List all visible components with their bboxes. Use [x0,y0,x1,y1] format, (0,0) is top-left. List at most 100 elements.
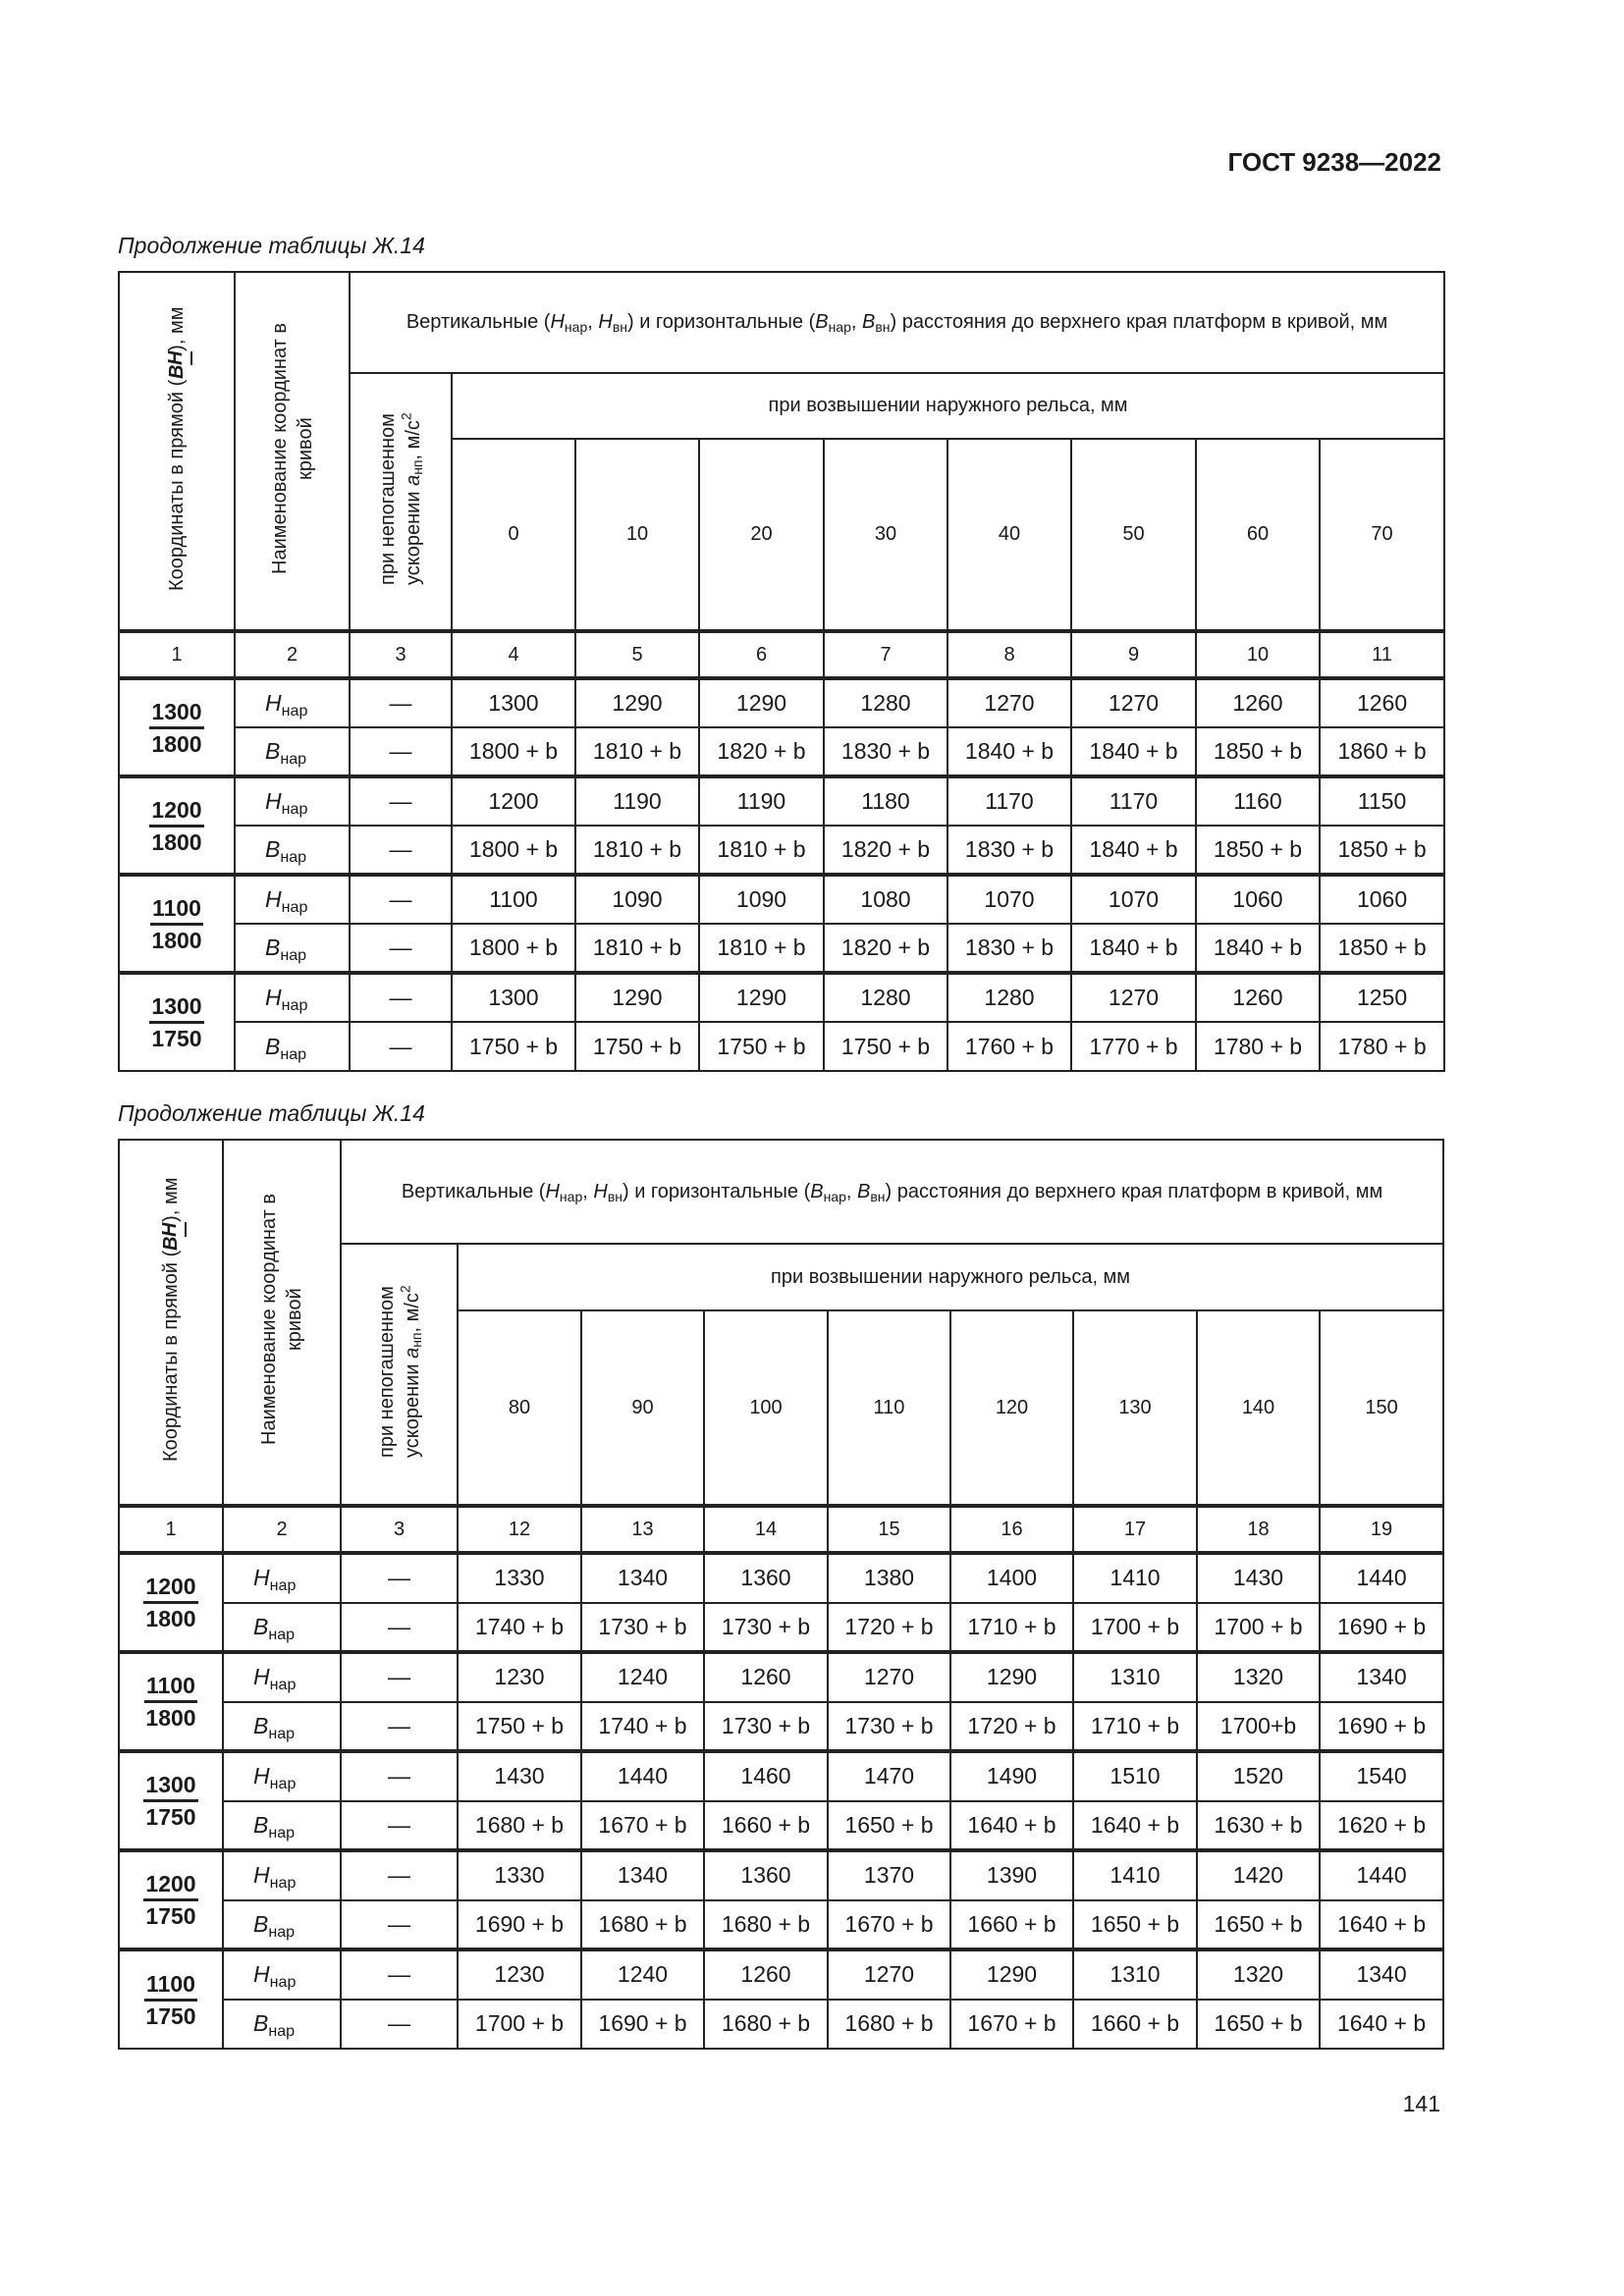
acceleration-value: — [340,1601,459,1653]
data-cell: 1380 [827,1551,951,1604]
data-cell: 1170 [1070,774,1197,827]
fraction-b: 1800 [145,1606,196,1631]
accel-subscript: нп [409,459,426,475]
column-number: 2 [222,1504,342,1554]
data-cell: 1440 [1318,1848,1445,1901]
data-cell: 1650 + b [1196,1998,1321,2050]
straight-coordinates: 1100 1750 [118,1948,224,2050]
data-cell: 1190 [698,774,825,827]
data-cell: 1470 [827,1749,951,1802]
coordinate-subscript: нар [281,799,308,818]
column-number: 17 [1072,1504,1198,1554]
elevation-value: 10 [574,438,700,632]
acceleration-value: — [349,676,453,728]
coordinate-name: Bнар [222,1898,342,1950]
data-cell: 1800 + b [451,923,576,974]
header-acceleration: при непогашенном ускорении aнп, м/с2 [340,1243,459,1507]
table-row: 1300 1750 Hнар —1430 1440 1460 1470 1490 1510 152… [118,1749,1445,1851]
accel-unit: , м/с [401,1292,423,1333]
data-cell: 1830 + b [947,923,1072,974]
data-cell: 1310 [1072,1650,1198,1703]
data-cell: 1640 + b [1318,1998,1445,2050]
straight-coordinates: 1100 1800 [118,1650,224,1752]
data-cell: 1340 [580,1551,705,1604]
header-coordinates: Координаты в прямой (B H), мм [118,1139,224,1507]
fraction-bottom: B [160,1236,182,1251]
data-cell: 1390 [949,1848,1074,1901]
data-cell: 1730 + b [580,1601,705,1653]
name-label: Наименование координат в кривой [258,1194,305,1445]
coordinate-symbol: B [253,1613,269,1639]
symbol-subscript: вн [870,1188,886,1204]
fraction-b: 1750 [145,2002,196,2029]
elevation-value: 100 [703,1309,829,1507]
coordinate-symbol: B [265,934,281,960]
table-row: Bнар —1690 + b 1680 + b 1680 + b 1670 + b 166… [119,1898,1445,1950]
data-cell: 1410 [1072,1551,1198,1604]
symbol: B [857,1180,871,1202]
data-cell: 1750 + b [457,1700,582,1752]
coordinate-name: Bнар [222,1799,342,1851]
data-cell: 1720 + b [949,1700,1074,1752]
label-text: , [850,311,863,333]
acceleration-value: — [349,825,453,876]
coordinate-subscript: нар [280,847,307,866]
elevation-value: 50 [1070,438,1197,632]
elevation-value: 60 [1195,438,1321,632]
data-cell: 1750 + b [698,1021,825,1072]
data-cell: 1070 [1070,873,1197,925]
coordinate-subscript: нар [269,1775,297,1793]
data-cell: 1830 + b [947,825,1072,876]
data-cell: 1270 [1070,676,1197,728]
data-cell: 1320 [1196,1948,1321,2001]
name-label: Наименование координат в кривой [268,322,316,574]
data-cell: 1670 + b [827,1898,951,1950]
coordinate-subscript: нар [268,1823,296,1842]
coordinate-symbol: H [253,1961,270,1988]
coordinate-subscript: нар [280,749,307,768]
acceleration-value: — [340,1650,459,1703]
data-cell: 1440 [1318,1551,1445,1604]
data-cell: 1810 + b [698,923,825,974]
fraction-b: 1800 [151,828,202,855]
table-caption: Продолжение таблицы Ж.14 [118,1100,425,1126]
elevation-value: 150 [1318,1309,1445,1507]
coordinate-name: Hнар [234,676,351,728]
data-cell: 1750 + b [451,1021,576,1072]
data-cell: 1660 + b [703,1799,829,1851]
data-cell: 1780 + b [1195,1021,1321,1072]
coordinate-symbol: H [253,1763,270,1789]
coordinate-name: Bнар [234,923,351,974]
data-cell: 1260 [1195,676,1321,728]
data-cell: 1100 [451,873,576,925]
column-number: 6 [698,629,825,679]
data-cell: 1440 [580,1749,705,1802]
table-row: 1100 1800 Hнар —1230 1240 1260 1270 1290 1310 132… [118,1650,1445,1752]
data-cell: 1700 + b [457,1998,582,2050]
coordinate-subscript: нар [281,897,308,916]
data-cell: 1710 + b [949,1601,1074,1653]
symbol: H [550,311,565,333]
label-text: ) и горизонтальные ( [622,1180,811,1202]
coordinate-symbol: H [265,690,282,716]
symbol-subscript: нар [823,1188,846,1204]
coordinate-subscript: нар [268,1922,296,1941]
fraction-bottom: B [166,364,188,379]
straight-coordinates: 1100 1800 [118,873,236,974]
data-cell: 1840 + b [1070,923,1197,974]
fraction-b: 1750 [151,1026,202,1051]
coord-text: Координаты в прямой [160,1256,182,1462]
column-number: 14 [703,1504,829,1554]
data-cell: 1430 [1196,1551,1321,1604]
coordinate-symbol: H [253,1664,270,1690]
fraction-top: H [155,1221,187,1237]
data-cell: 1280 [823,676,948,728]
acceleration-value: — [349,971,453,1023]
data-cell: 1760 + b [947,1021,1072,1072]
coordinate-fraction: 1100 1800 [144,1671,197,1733]
data-cell: 1320 [1196,1650,1321,1703]
data-cell: 1640 + b [1072,1799,1198,1851]
coordinate-subscript: нар [269,1973,297,1992]
column-number: 13 [580,1504,705,1554]
elevation-value: 130 [1072,1309,1198,1507]
